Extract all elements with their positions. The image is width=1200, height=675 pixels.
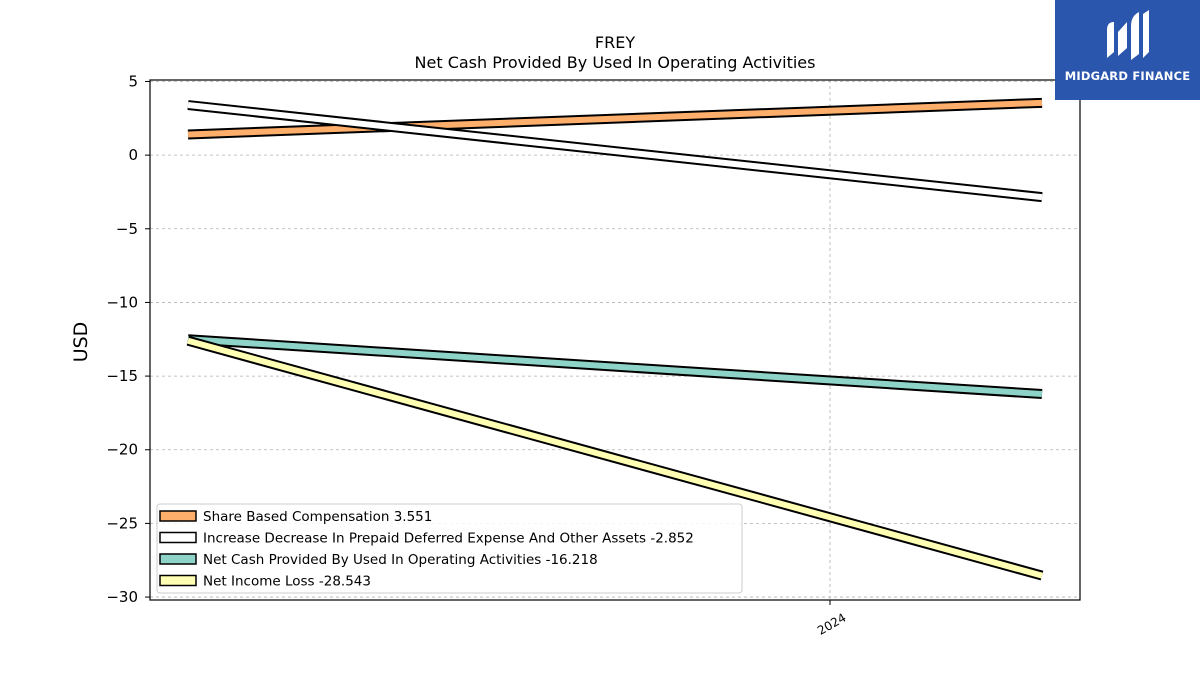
chart-subtitle: Net Cash Provided By Used In Operating A… <box>415 53 816 72</box>
series-line <box>187 99 1043 138</box>
y-tick-label: −20 <box>106 441 138 459</box>
y-tick-label: 5 <box>128 72 138 90</box>
brand-name: MIDGARD FINANCE <box>1064 69 1191 83</box>
y-tick-label: −5 <box>116 220 138 238</box>
x-tick-label: 2024 <box>815 610 848 637</box>
legend-swatch <box>159 531 197 544</box>
y-axis-label: USD <box>70 322 92 363</box>
series-line <box>187 336 1043 398</box>
series-line <box>187 102 1043 201</box>
y-tick-label: −25 <box>106 514 138 532</box>
series-line <box>187 337 1043 579</box>
y-tick-label: 0 <box>128 146 138 164</box>
y-tick-label: −15 <box>106 367 138 385</box>
brand-logo: MIDGARD FINANCE <box>1055 0 1200 100</box>
legend-label: Increase Decrease In Prepaid Deferred Ex… <box>203 531 694 547</box>
y-tick-label: −10 <box>106 293 138 311</box>
y-tick-label: −30 <box>106 588 138 606</box>
midgard-logo-icon <box>1107 10 1149 60</box>
legend-label: Share Based Compensation 3.551 <box>203 509 432 525</box>
legend-swatch <box>159 574 197 587</box>
legend-label: Net Cash Provided By Used In Operating A… <box>203 552 598 568</box>
chart-title: FREY <box>595 33 635 52</box>
legend-label: Net Income Loss -28.543 <box>203 574 371 590</box>
legend-box <box>156 503 743 594</box>
legend-swatch <box>159 510 197 522</box>
plot-frame <box>149 79 1081 601</box>
legend-swatch <box>159 553 197 565</box>
